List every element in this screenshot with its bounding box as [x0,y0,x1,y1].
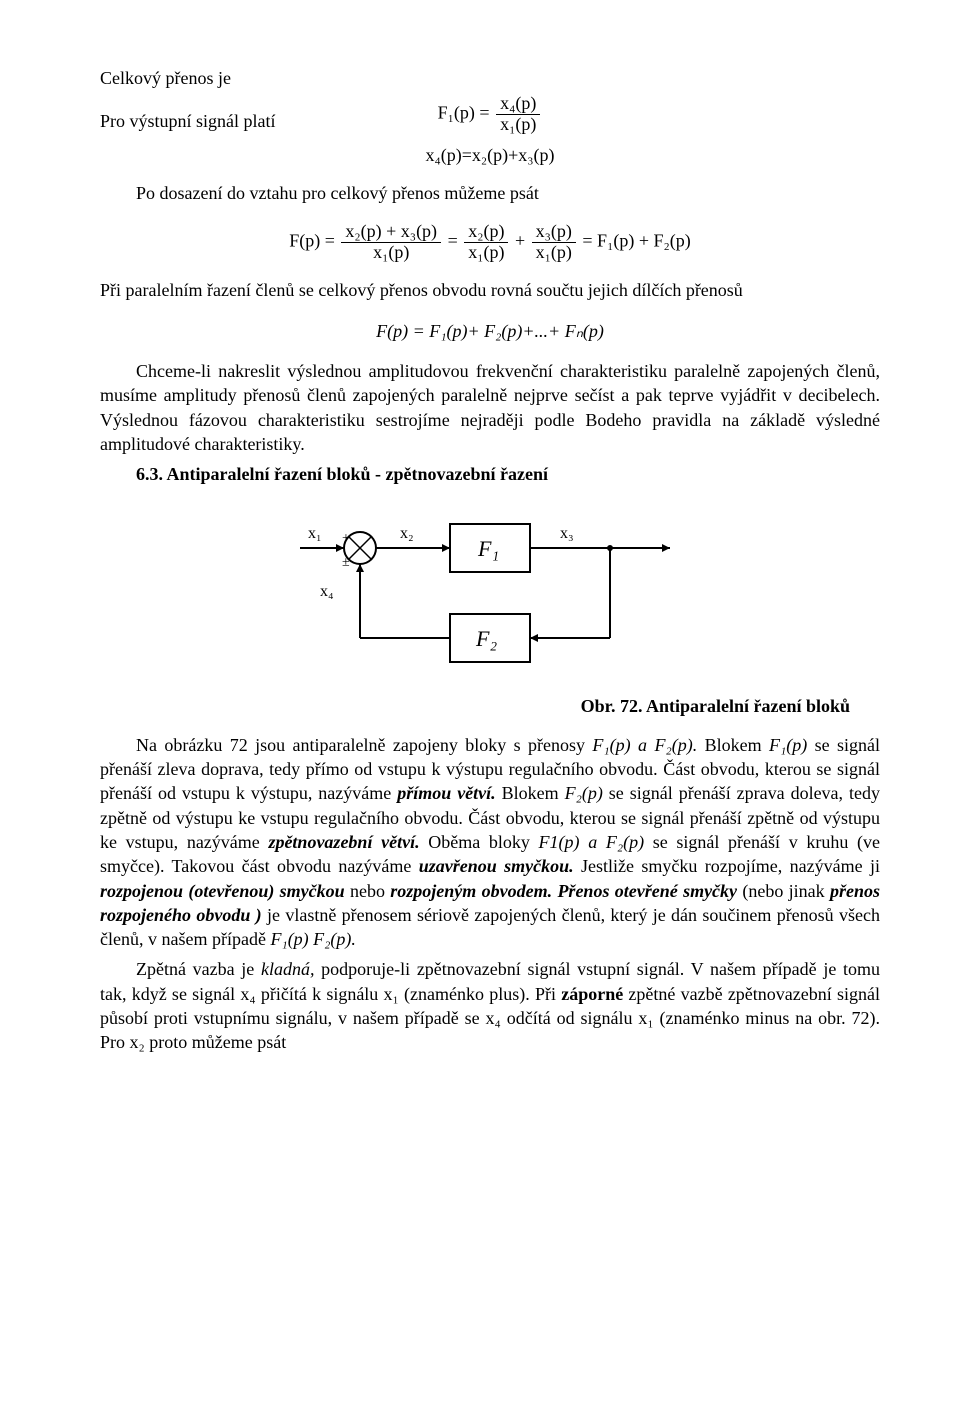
denominator: x₁(p) [341,243,441,263]
fraction: x₂(p) + x₃(p) x₁(p) [341,222,441,263]
fraction: x₂(p) x₁(p) [464,222,508,263]
svg-text:+: + [342,531,350,546]
label-f2: F₂ [475,626,497,651]
equation-x4: x₄(p)=x₂(p)+x₃(p) [100,143,880,167]
text-italic: F1(p) a F₂(p) [539,832,645,852]
numerator: x₂(p) [464,222,508,243]
text: nebo [345,881,391,901]
text-bolditalic: přímou větví. [397,783,495,803]
text-bolditalic: rozpojenou (otevřenou) smyčkou [100,881,345,901]
text-bolditalic: Přenos otevřené smyčky [557,881,737,901]
text-bolditalic: rozpojeným obvodem. [390,881,552,901]
denominator: x₁(p) [532,243,576,263]
label-x3: x₃ [560,525,574,542]
numerator: x₂(p) + x₃(p) [341,222,441,243]
eq-rhs: = F₁(p) + F₂(p) [582,230,690,250]
numerator: x₄(p) [496,94,540,115]
text: Zpětná vazba je [136,959,261,979]
eq-op: = [448,230,463,250]
paragraph: Na obrázku 72 jsou antiparalelně zapojen… [100,733,880,952]
text: Blokem [697,735,769,755]
text-italic: F₁(p) F₂(p). [270,929,355,949]
equation-fp: F(p) = x₂(p) + x₃(p) x₁(p) = x₂(p) x₁(p)… [100,222,880,263]
eq-op: + [515,230,530,250]
fraction: x₄(p) x₁(p) [496,94,540,135]
paragraph: Chceme-li nakreslit výslednou amplitudov… [100,359,880,456]
numerator: x₃(p) [532,222,576,243]
text-italic: F₁(p) a F₂(p). [592,735,697,755]
label-x2: x₂ [400,525,414,542]
text: Jestliže smyčku rozpojíme, nazýváme ji [574,856,880,876]
block-diagram: + ± x₁ x₂ F₁ x₃ F₂ x₄ [280,498,700,688]
eq-text: F(p) = F₁(p)+ F₂(p)+...+ Fₙ(p) [376,321,604,341]
text: (nebo jinak [737,881,830,901]
label-x4: x₄ [320,583,334,600]
eq-text: x₄(p)=x₂(p)+x₃(p) [425,145,554,165]
text: Oběma bloky [420,832,539,852]
text-italic: F₁(p) [769,735,807,755]
section-heading: 6.3. Antiparalelní řazení bloků - zpětno… [100,462,880,486]
text: Blokem [496,783,565,803]
figure-72: + ± x₁ x₂ F₁ x₃ F₂ x₄ Obr. 72. Antiparal… [100,498,880,718]
denominator: x₁(p) [496,115,540,135]
label-x1: x₁ [308,525,322,542]
equation-sum: F(p) = F₁(p)+ F₂(p)+...+ Fₙ(p) [100,319,880,343]
fraction: x₃(p) x₁(p) [532,222,576,263]
text-italic: F₂(p) [565,783,603,803]
text-line: Celkový přenos je [100,66,880,90]
text-line: Po dosazení do vztahu pro celkový přenos… [100,181,880,205]
figure-caption: Obr. 72. Antiparalelní řazení bloků [100,694,850,718]
text-italic: kladná, [261,959,315,979]
text-line: Při paralelním řazení členů se celkový p… [100,278,880,302]
eq-lhs: F₁(p) = [438,103,490,123]
text-bolditalic: zpětnovazební větví. [268,832,419,852]
text-bolditalic: uzavřenou smyčkou. [419,856,574,876]
label-f1: F₁ [477,536,499,561]
svg-text:±: ± [342,555,350,570]
eq-lhs: F(p) = [289,230,335,250]
text-bold: záporné [561,984,623,1004]
paragraph: Zpětná vazba je kladná, podporuje-li zpě… [100,957,880,1054]
text: Na obrázku 72 jsou antiparalelně zapojen… [136,735,592,755]
denominator: x₁(p) [464,243,508,263]
